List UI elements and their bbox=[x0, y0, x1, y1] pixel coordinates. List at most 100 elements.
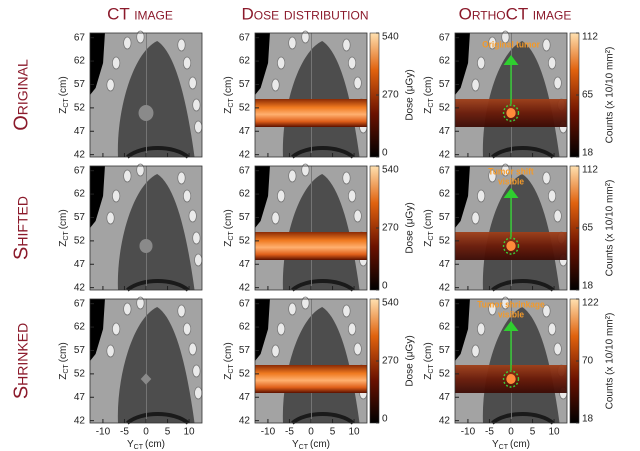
y-axis-label: ZCT(cm) bbox=[423, 209, 435, 246]
colorbar-tick-label: 0 bbox=[382, 148, 388, 159]
x-tick-label: 10 bbox=[349, 427, 361, 438]
rib bbox=[124, 37, 131, 49]
label-unit: (cm) bbox=[223, 76, 234, 96]
x-tick-label: 0 bbox=[143, 427, 149, 438]
y-axis-label: ZCT(cm) bbox=[58, 209, 70, 246]
rib bbox=[178, 172, 185, 184]
figure: CT imageDose distributionOrthoCT imageOr… bbox=[0, 0, 640, 451]
scan-line bbox=[311, 33, 312, 157]
rib bbox=[277, 57, 284, 69]
dose-band bbox=[255, 365, 367, 393]
colorbar-tick-label: 540 bbox=[382, 165, 399, 176]
annotation: visible bbox=[498, 309, 524, 319]
rib bbox=[189, 210, 196, 222]
label-sub: CT bbox=[228, 231, 235, 241]
rib bbox=[543, 39, 550, 51]
y-tick-label: 57 bbox=[239, 212, 251, 223]
rib bbox=[289, 170, 296, 182]
y-tick-label: 47 bbox=[239, 259, 251, 270]
rib bbox=[548, 57, 555, 69]
rib bbox=[178, 305, 185, 317]
x-tick-label: 5 bbox=[530, 427, 536, 438]
y-tick-label: 52 bbox=[239, 103, 251, 114]
y-tick-label: 42 bbox=[74, 415, 86, 426]
y-axis-label: ZCT(cm) bbox=[423, 76, 435, 113]
rib bbox=[189, 343, 196, 355]
colorbar-tick-label: 0 bbox=[382, 414, 388, 425]
y-tick-label: 67 bbox=[74, 298, 86, 309]
tumor-signal bbox=[506, 374, 515, 384]
colorbar-tick-label: 122 bbox=[582, 298, 599, 309]
rib bbox=[289, 37, 296, 49]
rib bbox=[477, 57, 484, 69]
rib bbox=[183, 323, 190, 335]
rib bbox=[272, 212, 279, 224]
label-unit: (cm) bbox=[58, 76, 69, 96]
scan-line bbox=[146, 299, 147, 423]
rib bbox=[348, 57, 355, 69]
y-axis-label: ZCT(cm) bbox=[423, 342, 435, 379]
label-unit: (cm) bbox=[223, 209, 234, 229]
colorbar-tick-label: 540 bbox=[382, 32, 399, 43]
y-tick-label: 67 bbox=[239, 298, 251, 309]
colorbar-tick-label: 270 bbox=[382, 90, 399, 101]
x-tick-label: -5 bbox=[485, 427, 494, 438]
y-tick-label: 42 bbox=[74, 149, 86, 160]
label-unit: (cm) bbox=[423, 342, 434, 362]
label-sub: CT bbox=[63, 364, 70, 374]
rib bbox=[348, 190, 355, 202]
image-panel bbox=[255, 297, 367, 423]
x-axis-label: YCT(cm) bbox=[292, 439, 330, 451]
label-sub: CT bbox=[299, 444, 309, 451]
rib bbox=[472, 79, 479, 91]
scan-line bbox=[311, 166, 312, 290]
image-panel bbox=[90, 297, 202, 423]
y-tick-label: 67 bbox=[439, 298, 451, 309]
colorbar-label: Dose (μGy) bbox=[405, 202, 416, 253]
y-tick-label: 52 bbox=[74, 369, 86, 380]
y-tick-label: 52 bbox=[439, 236, 451, 247]
rib bbox=[178, 39, 185, 51]
y-axis-label: ZCT(cm) bbox=[223, 76, 235, 113]
rib bbox=[472, 345, 479, 357]
rib bbox=[554, 343, 561, 355]
rib bbox=[112, 323, 119, 335]
rib bbox=[472, 212, 479, 224]
label-sub: CT bbox=[63, 231, 70, 241]
row-label: Shrinked bbox=[10, 323, 32, 399]
y-tick-label: 57 bbox=[239, 345, 251, 356]
y-tick-label: 42 bbox=[439, 282, 451, 293]
row-label: Original bbox=[10, 59, 32, 131]
label-sub: CT bbox=[428, 98, 435, 108]
y-tick-label: 42 bbox=[74, 282, 86, 293]
x-tick-label: 10 bbox=[549, 427, 561, 438]
label-sub: CT bbox=[228, 98, 235, 108]
y-tick-label: 52 bbox=[239, 369, 251, 380]
colorbar-tick-label: 112 bbox=[582, 165, 598, 176]
colorbar-tick-label: 270 bbox=[382, 223, 399, 234]
colorbar-label: Dose (μGy) bbox=[405, 69, 416, 120]
dose-band bbox=[255, 232, 367, 260]
label-unit: (cm) bbox=[145, 439, 165, 450]
rib bbox=[548, 323, 555, 335]
rib bbox=[183, 190, 190, 202]
y-tick-label: 62 bbox=[239, 322, 251, 333]
column-title: CT image bbox=[107, 4, 173, 23]
image-panel bbox=[90, 164, 202, 290]
image-panel bbox=[255, 164, 367, 290]
rib bbox=[554, 210, 561, 222]
rib bbox=[189, 77, 196, 89]
rib bbox=[107, 345, 114, 357]
annotation: Tumor shift bbox=[488, 166, 534, 176]
tumor-signal bbox=[506, 108, 515, 118]
image-panel bbox=[255, 31, 367, 157]
y-tick-label: 47 bbox=[439, 126, 451, 137]
y-tick-label: 52 bbox=[439, 103, 451, 114]
y-tick-label: 47 bbox=[74, 392, 86, 403]
label-unit: (cm) bbox=[58, 342, 69, 362]
rib bbox=[548, 190, 555, 202]
rib bbox=[348, 323, 355, 335]
label-unit: (cm) bbox=[223, 342, 234, 362]
rib bbox=[195, 254, 202, 266]
